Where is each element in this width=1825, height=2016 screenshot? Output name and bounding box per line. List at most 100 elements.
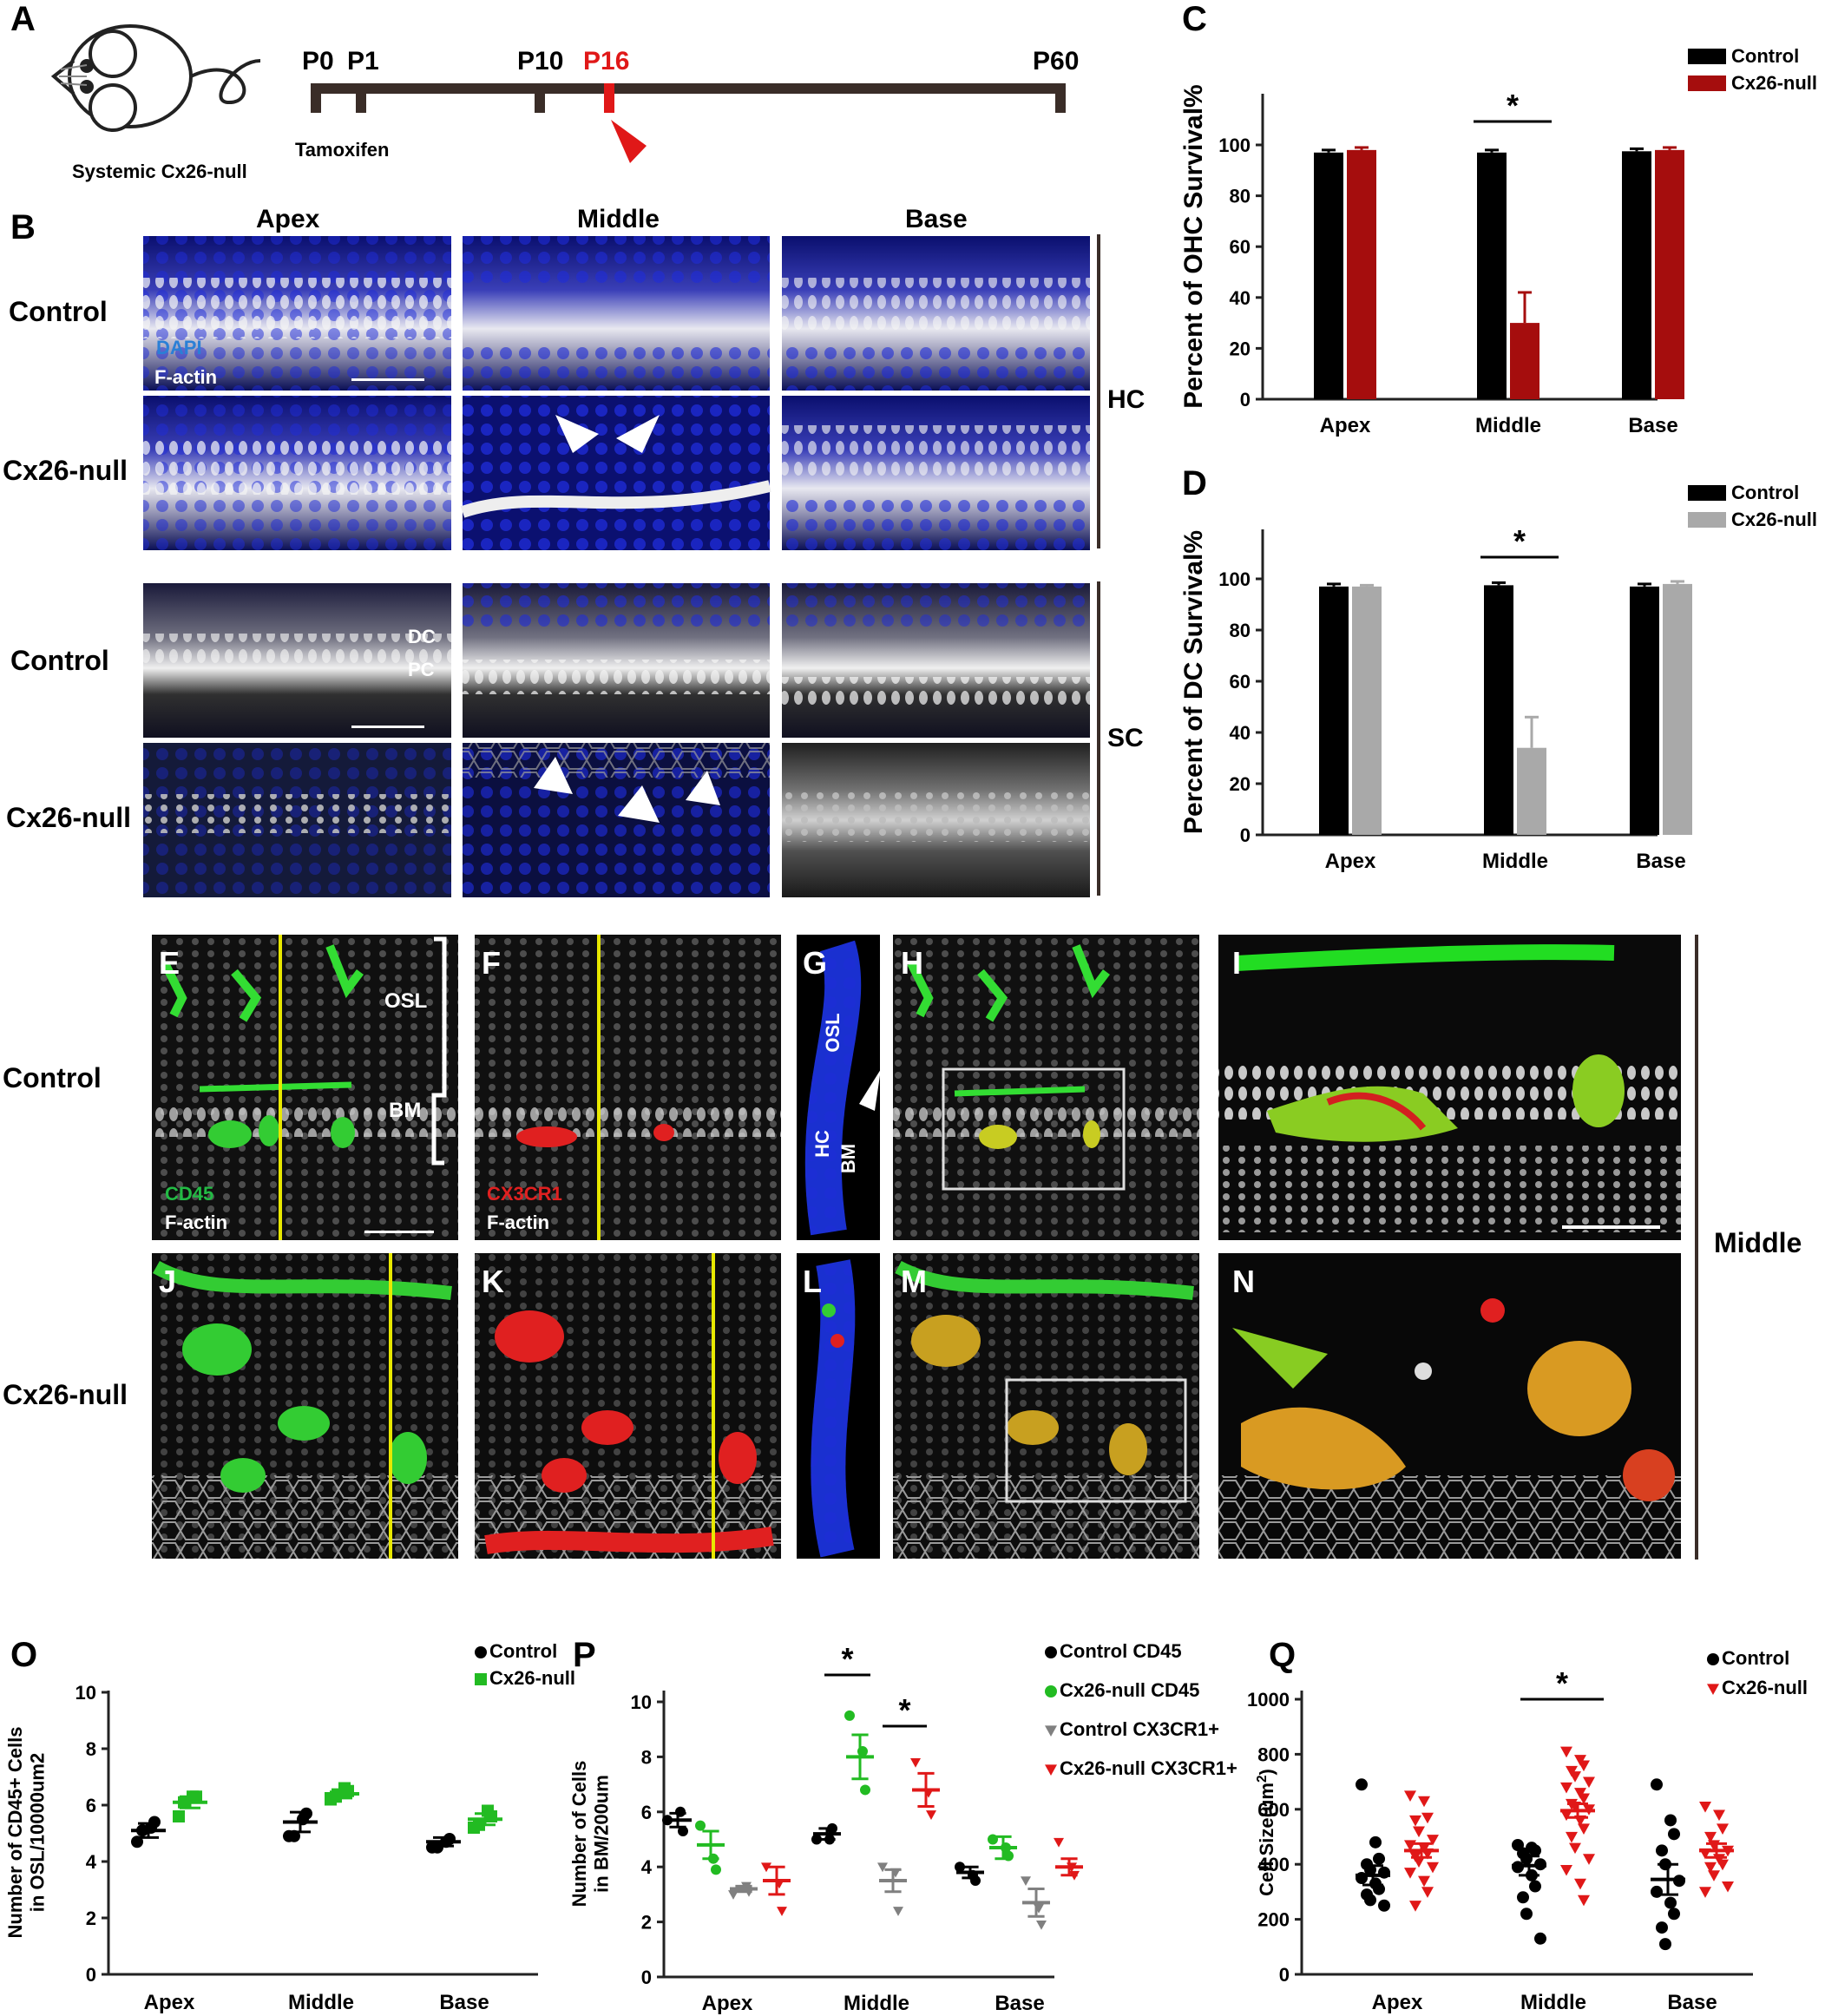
y-axis-label-line: Number of CD45+ Cells	[4, 1727, 26, 1939]
bar	[1510, 323, 1539, 399]
tick-p1: P1	[347, 47, 379, 76]
x-tick-label: Base	[1667, 1991, 1717, 2014]
significance-star: *	[1556, 1665, 1568, 1701]
data-point	[1021, 1876, 1031, 1887]
data-point	[1583, 1854, 1595, 1865]
y-tick-label: 600	[1257, 1799, 1290, 1821]
legend-label: Control CD45	[1060, 1640, 1182, 1662]
data-point	[1668, 1908, 1680, 1921]
y-tick-label: 800	[1257, 1743, 1290, 1765]
data-point	[1054, 1837, 1064, 1848]
legend-label: Control	[489, 1640, 557, 1662]
legend-marker	[475, 1646, 487, 1658]
row-label-cx26-hc: Cx26-null	[3, 455, 128, 486]
data-point	[777, 1907, 787, 1916]
mouse-label: Systemic Cx26-null	[72, 161, 247, 182]
data-point	[1578, 1823, 1590, 1835]
x-tick-label: Base	[1628, 414, 1677, 437]
significance-star: *	[841, 1641, 853, 1677]
column-apex: Apex	[256, 205, 320, 233]
legend-label: Control	[1722, 1647, 1789, 1669]
stain-label-dapi: DAPI	[156, 337, 202, 358]
y-tick-label: 0	[1240, 824, 1251, 846]
legend-label: Cx26-null CX3CR1+	[1060, 1757, 1237, 1779]
x-tick-label: Base	[439, 1991, 489, 2014]
y-tick-label: 100	[1218, 568, 1251, 590]
scale-bar	[351, 726, 424, 728]
data-point	[1427, 1862, 1439, 1874]
panel-letter-n: N	[1232, 1264, 1255, 1299]
panel-letter-k: K	[482, 1264, 504, 1299]
y-tick-label: 40	[1230, 722, 1251, 744]
data-point	[1699, 1802, 1711, 1813]
micrograph-e	[152, 935, 458, 1240]
y-tick-label: 0	[1240, 389, 1251, 410]
data-point	[1569, 1842, 1581, 1855]
y-tick-label: 4	[641, 1856, 653, 1878]
y-tick-label: 200	[1257, 1909, 1290, 1931]
bracket-hc	[1097, 234, 1100, 548]
x-tick-label: Middle	[1482, 850, 1548, 873]
timeline	[311, 83, 1066, 163]
label-hc-g: HC	[811, 1130, 833, 1158]
legend-marker	[1707, 1653, 1719, 1665]
bar	[1352, 586, 1382, 835]
y-tick-label: 2	[86, 1908, 96, 1929]
chart-o: 0 2 4 6 8 10 Apex Middle Base Number of CD45+ Cel…	[4, 1640, 575, 2014]
data-point	[955, 1862, 965, 1873]
label-dc: DC	[408, 626, 436, 647]
arrowhead-icon	[618, 785, 660, 823]
x-tick-label: Apex	[702, 1992, 753, 2015]
data-point	[1529, 1844, 1541, 1857]
data-point	[1378, 1899, 1390, 1912]
data-point	[1569, 1771, 1581, 1783]
y-axis-label-line: Number of Cells	[568, 1761, 590, 1908]
data-point	[1704, 1831, 1717, 1843]
y-tick-label: 8	[86, 1738, 96, 1760]
y-tick-label: 400	[1257, 1854, 1290, 1875]
data-point	[1409, 1815, 1421, 1827]
arrowhead-icon	[686, 771, 720, 805]
data-point	[1529, 1880, 1541, 1893]
y-tick-label: 1000	[1247, 1689, 1290, 1711]
column-base: Base	[905, 205, 968, 233]
bar	[1314, 152, 1343, 400]
significance-star: *	[898, 1692, 910, 1728]
chart-p: 0 2 4 6 8 10 Apex Middle Base Number of Cellsin B…	[568, 1640, 1237, 2015]
micrograph-hc-cx26-middle	[460, 396, 771, 550]
tick-p16: P16	[583, 47, 629, 76]
label-pc: PC	[408, 659, 435, 680]
tick-p60: P60	[1033, 47, 1079, 76]
y-axis-label-line: in OSL/10000um2	[26, 1753, 48, 1912]
y-tick-label: 2	[641, 1912, 652, 1934]
y-axis-label: Percent of OHC Survival%	[1179, 84, 1208, 408]
x-tick-label: Middle	[844, 1992, 909, 2015]
mouse-icon	[50, 24, 261, 132]
panel-letter-i: I	[1232, 945, 1241, 981]
legend-marker	[1707, 1684, 1719, 1695]
data-point	[1664, 1896, 1677, 1909]
micrograph-grid-sc: DC PC	[143, 583, 1090, 897]
data-point	[1356, 1778, 1368, 1791]
micrograph-sc-control-apex	[143, 583, 451, 738]
y-tick-label: 8	[641, 1746, 652, 1768]
x-tick-label: Apex	[144, 1991, 195, 2014]
panel-letter-f: F	[482, 945, 501, 981]
column-middle: Middle	[577, 205, 660, 233]
data-point	[1404, 1868, 1416, 1879]
data-point	[1560, 1864, 1572, 1876]
data-point	[1651, 1778, 1663, 1791]
panel-letter-p: P	[573, 1636, 596, 1674]
data-point	[1413, 1856, 1425, 1868]
legend-swatch	[1688, 76, 1726, 91]
label-bm-e: BM	[389, 1099, 421, 1122]
micrograph-i	[1218, 935, 1681, 1240]
legend-label: Control	[1731, 45, 1799, 67]
data-point	[1409, 1901, 1421, 1912]
data-point	[1560, 1746, 1572, 1758]
stain-label-cd45: CD45	[165, 1183, 213, 1205]
stain-label-factin: F-actin	[154, 366, 217, 388]
y-axis-label: Cell Size(um2)	[1255, 1769, 1278, 1896]
y-axis-label: Percent of DC Survival%	[1179, 530, 1208, 834]
bracket-middle	[1695, 935, 1698, 1560]
